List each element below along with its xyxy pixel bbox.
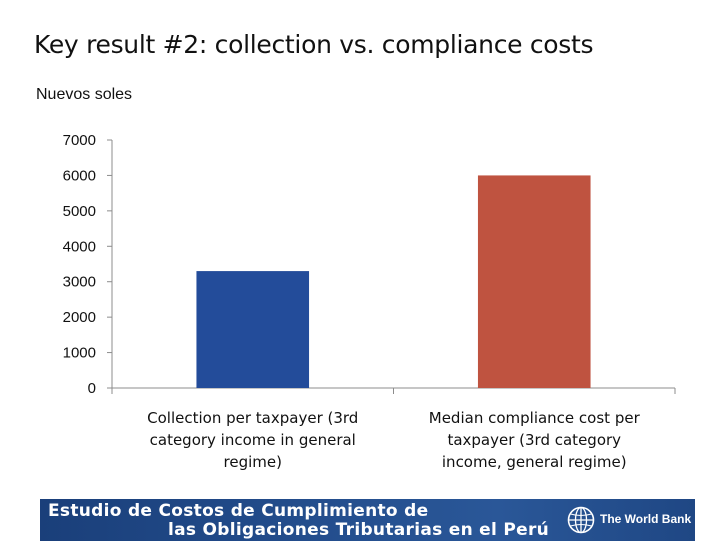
x-category-label-line: Median compliance cost per [429,409,641,427]
bar-2 [477,175,591,388]
world-bank-name: The World Bank [600,512,692,526]
x-category-label-line: category income in general [150,431,356,449]
banner-title-line-2: las Obligaciones Tributarias en el Perú [168,520,550,540]
y-tick-label: 4000 [63,238,96,255]
y-tick-label: 1000 [63,345,96,362]
world-bank-globe-icon [567,506,595,534]
footer-banner: Estudio de Costos de Cumplimiento de las… [40,499,695,541]
x-category-label: Median compliance cost per taxpayer (3rd … [429,409,641,471]
x-category-label-line: taxpayer (3rd category [447,431,621,449]
y-axis-unit-label: Nuevos soles [36,86,133,103]
x-category-label: Collection per taxpayer (3rd category inc… [147,409,358,471]
y-tick-label: 0 [88,380,96,397]
bar-1 [196,271,310,388]
x-category-label-line: regime) [224,453,282,471]
y-tick-label: 5000 [63,203,96,220]
x-category-label-line: income, general regime) [442,453,627,471]
slide-title: Key result #2: collection vs. compliance… [34,30,594,59]
banner-title-line-1: Estudio de Costos de Cumplimiento de [48,501,429,521]
y-tick-label: 2000 [63,309,96,326]
y-tick-label: 3000 [63,274,96,291]
y-tick-label: 7000 [63,132,96,149]
bar-chart: 0 1000 2000 3000 4000 5000 6000 7000 Collection … [63,132,676,471]
y-tick-label: 6000 [63,167,96,184]
x-category-label-line: Collection per taxpayer (3rd [147,409,358,427]
